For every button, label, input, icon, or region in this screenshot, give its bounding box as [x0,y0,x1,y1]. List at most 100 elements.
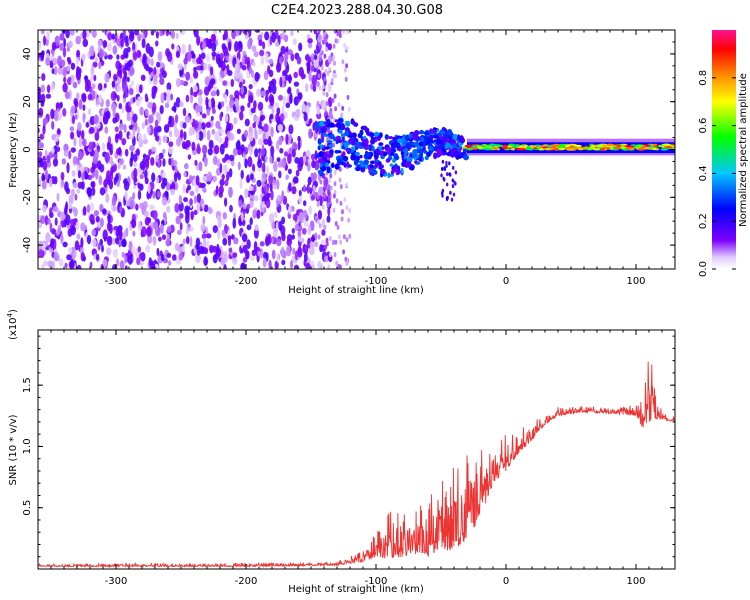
heatmap-cell [210,33,216,42]
heatmap-cell [222,238,228,246]
heatmap-cell [144,93,148,100]
heatmap-cell [276,62,282,73]
heatmap-cell [344,256,348,262]
heatmap-cell [213,30,218,36]
heatmap-cell [400,167,404,174]
heatmap-cell [60,233,64,244]
heatmap-cell [181,43,186,55]
heatmap-cell [142,201,148,210]
heatmap-cell [91,149,95,157]
heatmap-cell [209,79,214,89]
heatmap-cell [151,85,158,96]
heatmap-cell [181,141,187,150]
heatmap-cell [66,65,71,72]
heatmap-cell [264,155,268,162]
heatmap-cell [84,75,88,81]
spectrogram-y-tick-label: 20 [22,95,33,108]
heatmap-cell [203,256,208,267]
heatmap-cell [233,237,239,245]
heatmap-cell [66,162,70,174]
heatmap-cell [145,43,151,54]
heatmap-cell [242,202,246,210]
heatmap-cell [320,65,324,71]
heatmap-cell [341,135,345,142]
heatmap-cell [133,30,140,36]
heatmap-cell [206,130,211,141]
heatmap-cell [195,104,201,113]
heatmap-cell [163,124,170,133]
heatmap-cell [234,90,240,99]
heatmap-cell [446,182,449,187]
heatmap-cell [66,46,70,52]
heatmap-cell [282,95,287,106]
heatmap-cell [224,94,228,104]
spectrogram-y-tick-label: 40 [22,48,33,61]
heatmap-cell [212,254,218,264]
heatmap-cell [269,96,275,107]
heatmap-cell [204,156,208,168]
heatmap-cell [229,133,235,141]
heatmap-cell [268,80,274,86]
heatmap-cell [240,262,246,269]
heatmap-cell [260,90,266,97]
heatmap-cell [538,148,544,151]
heatmap-cell [150,58,154,67]
heatmap-cell [270,145,275,156]
heatmap-cell [177,229,182,235]
heatmap-cell [223,254,228,263]
heatmap-cell [443,137,448,142]
heatmap-cell [202,175,208,181]
heatmap-cell [297,161,303,172]
heatmap-cell [338,234,341,240]
heatmap-cell [446,172,449,177]
heatmap-cell [256,88,261,98]
heatmap-cell [126,112,131,122]
heatmap-cell [325,46,328,52]
heatmap-cell [38,107,44,117]
heatmap-cell [232,252,238,258]
heatmap-cell [327,198,331,203]
heatmap-cell [155,154,159,163]
heatmap-cell [171,117,175,128]
heatmap-cell [160,181,166,190]
heatmap-cell [461,152,466,156]
heatmap-cell [476,144,481,148]
heatmap-cell [250,255,255,261]
heatmap-cell [308,42,313,49]
heatmap-cell [345,45,349,51]
heatmap-cell [307,158,311,164]
heatmap-cell [253,241,258,252]
heatmap-cell [189,76,193,84]
heatmap-cell [326,140,333,144]
heatmap-cell [421,141,427,147]
heatmap-cell [317,201,320,207]
heatmap-cell [63,149,69,157]
heatmap-cell [128,134,134,140]
heatmap-cell [323,224,327,230]
heatmap-cell [341,209,344,215]
heatmap-cell [207,38,213,49]
heatmap-cell [113,93,118,99]
heatmap-cell [335,260,338,266]
heatmap-cell [212,225,218,234]
heatmap-cell [97,115,103,124]
heatmap-cell [319,120,325,127]
heatmap-cell [102,208,107,215]
heatmap-cell [124,190,128,201]
heatmap-cell [188,43,192,53]
heatmap-cell [62,46,67,58]
heatmap-cell [270,113,274,120]
heatmap-cell [190,86,194,98]
heatmap-cell [174,203,180,213]
heatmap-cell [317,138,322,145]
heatmap-cell [358,145,364,149]
heatmap-cell [221,229,226,236]
heatmap-cell [353,122,359,127]
heatmap-cell [69,126,75,132]
heatmap-cell [70,225,76,236]
heatmap-cell [324,69,328,75]
heatmap-cell [243,146,249,155]
heatmap-cell [451,184,455,189]
heatmap-cell [160,92,165,104]
heatmap-cell [179,68,183,78]
